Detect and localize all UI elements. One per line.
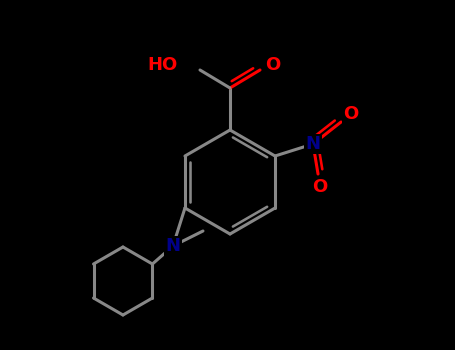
Text: HO: HO [148,56,178,74]
Text: O: O [313,178,328,196]
Text: N: N [166,237,181,255]
Text: N: N [306,135,320,153]
Text: O: O [344,105,359,123]
Text: O: O [265,56,281,74]
